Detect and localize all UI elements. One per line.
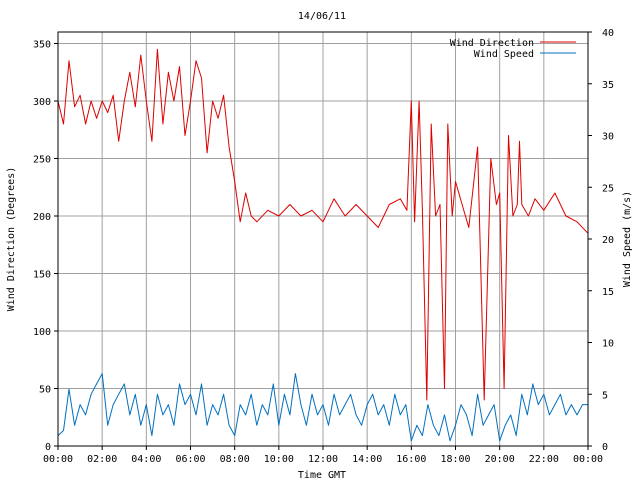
y-left-tick-label: 200 (33, 212, 51, 223)
y-right-tick-label: 35 (602, 80, 614, 91)
x-tick-label: 08:00 (220, 454, 250, 465)
y-axis-label-right: Wind Speed (m/s) (622, 191, 633, 287)
x-tick-label: 16:00 (396, 454, 426, 465)
legend-label-wind-direction: Wind Direction (450, 38, 534, 49)
x-tick-label: 06:00 (175, 454, 205, 465)
x-tick-label: 18:00 (440, 454, 470, 465)
y-right-tick-label: 10 (602, 339, 614, 350)
x-tick-label: 04:00 (131, 454, 161, 465)
x-tick-label: 22:00 (529, 454, 559, 465)
x-tick-label: 00:00 (43, 454, 73, 465)
x-axis-label: Time GMT (298, 470, 346, 480)
y-left-tick-label: 350 (33, 40, 51, 51)
series-line-wind-speed (57, 373, 588, 442)
y-right-tick-label: 30 (602, 132, 614, 143)
legend-label-wind-speed: Wind Speed (474, 49, 534, 60)
x-tick-label: 02:00 (87, 454, 117, 465)
y-left-tick-label: 100 (33, 327, 51, 338)
series-line-wind-direction (57, 48, 589, 401)
y-axis-label-left: Wind Direction (Degrees) (6, 167, 17, 312)
y-left-tick-label: 0 (45, 442, 51, 453)
x-tick-label: 00:00 (573, 454, 603, 465)
x-tick-label: 10:00 (264, 454, 294, 465)
tick-labels: 00:00 02:00 04:00 06:00 08:00 10:00 12:00 14:00… (33, 28, 614, 465)
x-tick-label: 12:00 (308, 454, 338, 465)
y-right-tick-label: 20 (602, 235, 614, 246)
x-tick-label: 20:00 (485, 454, 515, 465)
y-left-tick-label: 50 (39, 385, 51, 396)
y-right-tick-label: 40 (602, 28, 614, 39)
y-right-tick-label: 25 (602, 183, 614, 194)
series-layer (57, 48, 589, 442)
y-left-tick-label: 150 (33, 270, 51, 281)
y-right-tick-label: 15 (602, 287, 614, 298)
legend: Wind Direction Wind Speed (450, 38, 576, 60)
y-left-tick-label: 300 (33, 97, 51, 108)
y-right-tick-label: 0 (602, 442, 608, 453)
x-tick-label: 14:00 (352, 454, 382, 465)
chart-title: 14/06/11 (298, 11, 346, 22)
y-left-tick-label: 250 (33, 155, 51, 166)
y-right-tick-label: 5 (602, 390, 608, 401)
